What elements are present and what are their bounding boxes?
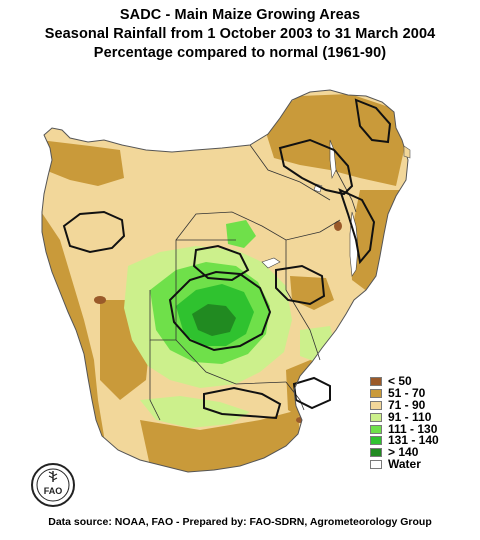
zone-51-70-south: [140, 410, 300, 472]
country-borders: [149, 144, 357, 421]
zone-51-70-north: [262, 94, 404, 186]
title-line-1: SADC - Main Maize Growing Areas: [119, 7, 361, 23]
zone-91-110-east: [300, 326, 336, 362]
maize-growing-areas: [62, 98, 392, 420]
fao-logo: FAO: [30, 462, 76, 508]
legend-label: 131 - 140: [388, 433, 439, 448]
title-line-2: Seasonal Rainfall from 1 October 2003 to…: [44, 26, 436, 42]
map-legend: < 50 51 - 70 71 - 90 91 - 110 111 - 130 …: [370, 374, 470, 471]
legend-swatch: [370, 389, 382, 399]
legend-item: 51 - 70: [370, 386, 470, 401]
legend-label: Water: [388, 456, 421, 471]
legend-swatch: [370, 377, 382, 387]
legend-item: Water: [370, 456, 470, 471]
legend-swatch: [370, 436, 382, 446]
legend-item: 71 - 90: [370, 397, 470, 412]
legend-swatch: [370, 448, 382, 458]
data-source-caption: Data source: NOAA, FAO - Prepared by: FA…: [48, 516, 432, 528]
legend-swatch: [370, 459, 382, 469]
zone-below-50-c: [94, 296, 106, 304]
legend-item: 91 - 110: [370, 411, 470, 423]
legend-item: 111 - 130: [370, 423, 470, 435]
legend-item: < 50: [370, 374, 470, 389]
legend-swatch: [370, 412, 382, 422]
legend-label: > 140: [388, 445, 419, 460]
legend-swatch: [370, 424, 382, 434]
legend-label: 51 - 70: [388, 386, 426, 401]
fao-logo-text: FAO: [44, 486, 63, 496]
zone-below-50-d: [334, 221, 342, 231]
zone-91-110-south: [140, 396, 250, 428]
legend-label: 71 - 90: [388, 397, 426, 412]
legend-swatch: [370, 400, 382, 410]
legend-label: 111 - 130: [388, 421, 438, 436]
zone-111-130-north: [226, 220, 256, 248]
zone-above-140: [192, 304, 236, 336]
legend-label: < 50: [388, 374, 412, 389]
title-line-3: Percentage compared to normal (1961-90): [93, 45, 387, 61]
island-madagascar-edge: [403, 145, 411, 159]
legend-item: 131 - 140: [370, 433, 470, 448]
legend-item: > 140: [370, 445, 470, 460]
zone-51-70-northwest: [42, 140, 124, 186]
map-title: SADC - Main Maize Growing Areas Seasonal…: [0, 6, 480, 63]
legend-label: 91 - 110: [388, 409, 432, 424]
lake-kariba: [261, 257, 281, 269]
zone-below-50-e: [296, 417, 304, 423]
